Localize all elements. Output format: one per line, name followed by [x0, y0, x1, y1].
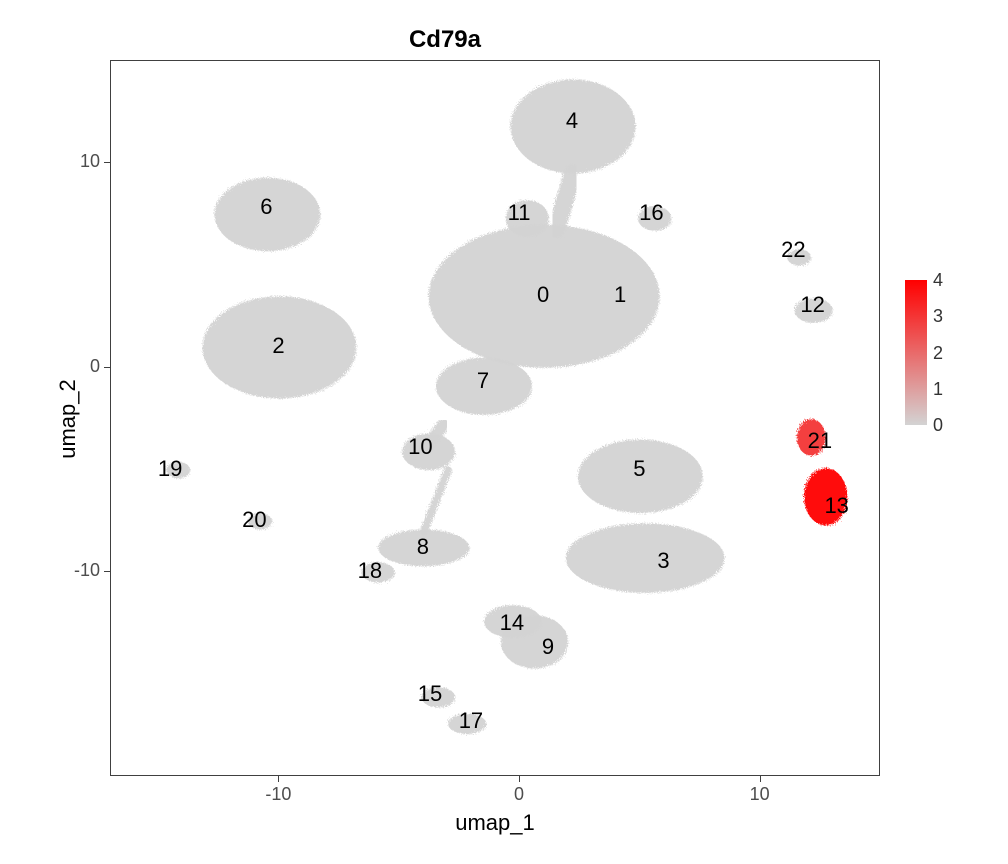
legend-colorbar: [905, 280, 927, 425]
cluster-label-11: 11: [508, 200, 531, 226]
cluster-label-7: 7: [477, 368, 489, 394]
y-axis-title: umap_2: [55, 379, 81, 459]
cluster-label-6: 6: [260, 194, 272, 220]
y-tick-label: 10: [80, 151, 100, 172]
cluster-label-12: 12: [800, 292, 824, 318]
x-tick-label: 10: [740, 784, 780, 805]
cluster-label-9: 9: [542, 634, 554, 660]
legend-tick-label: 0: [933, 415, 943, 436]
x-tick-mark: [278, 776, 279, 782]
cluster-label-17: 17: [459, 708, 483, 734]
cluster-label-13: 13: [824, 493, 848, 519]
legend-tick-label: 2: [933, 343, 943, 364]
cluster-label-5: 5: [633, 456, 645, 482]
legend-tick-label: 4: [933, 270, 943, 291]
cluster-label-2: 2: [272, 333, 284, 359]
cluster-label-4: 4: [566, 108, 578, 134]
x-tick-label: 0: [499, 784, 539, 805]
cluster-label-1: 1: [614, 282, 626, 308]
x-tick-mark: [760, 776, 761, 782]
umap-feature-plot: Cd79a umap_2 umap_1 01234 -10010-1001001…: [0, 0, 1008, 864]
cluster-label-18: 18: [358, 558, 382, 584]
x-axis-title: umap_1: [445, 810, 545, 836]
cluster-label-8: 8: [417, 534, 429, 560]
legend-tick-label: 3: [933, 306, 943, 327]
cluster-label-16: 16: [639, 200, 663, 226]
y-tick-label: 0: [90, 356, 100, 377]
cluster-label-14: 14: [500, 610, 524, 636]
cluster-label-20: 20: [242, 507, 266, 533]
color-legend: 01234: [905, 280, 967, 425]
cluster-label-10: 10: [408, 434, 432, 460]
y-tick-label: -10: [74, 560, 100, 581]
x-tick-label: -10: [258, 784, 298, 805]
cluster-label-22: 22: [781, 237, 805, 263]
cluster-label-3: 3: [657, 548, 669, 574]
legend-tick-label: 1: [933, 379, 943, 400]
y-tick-mark: [104, 571, 110, 572]
plot-panel: [110, 60, 880, 776]
y-tick-mark: [104, 162, 110, 163]
cluster-label-15: 15: [418, 681, 442, 707]
y-tick-mark: [104, 367, 110, 368]
cluster-label-19: 19: [158, 456, 182, 482]
x-tick-mark: [519, 776, 520, 782]
cluster-label-0: 0: [537, 282, 549, 308]
chart-title: Cd79a: [0, 26, 890, 54]
cluster-blob-3: [566, 523, 725, 593]
cluster-label-21: 21: [808, 428, 832, 454]
